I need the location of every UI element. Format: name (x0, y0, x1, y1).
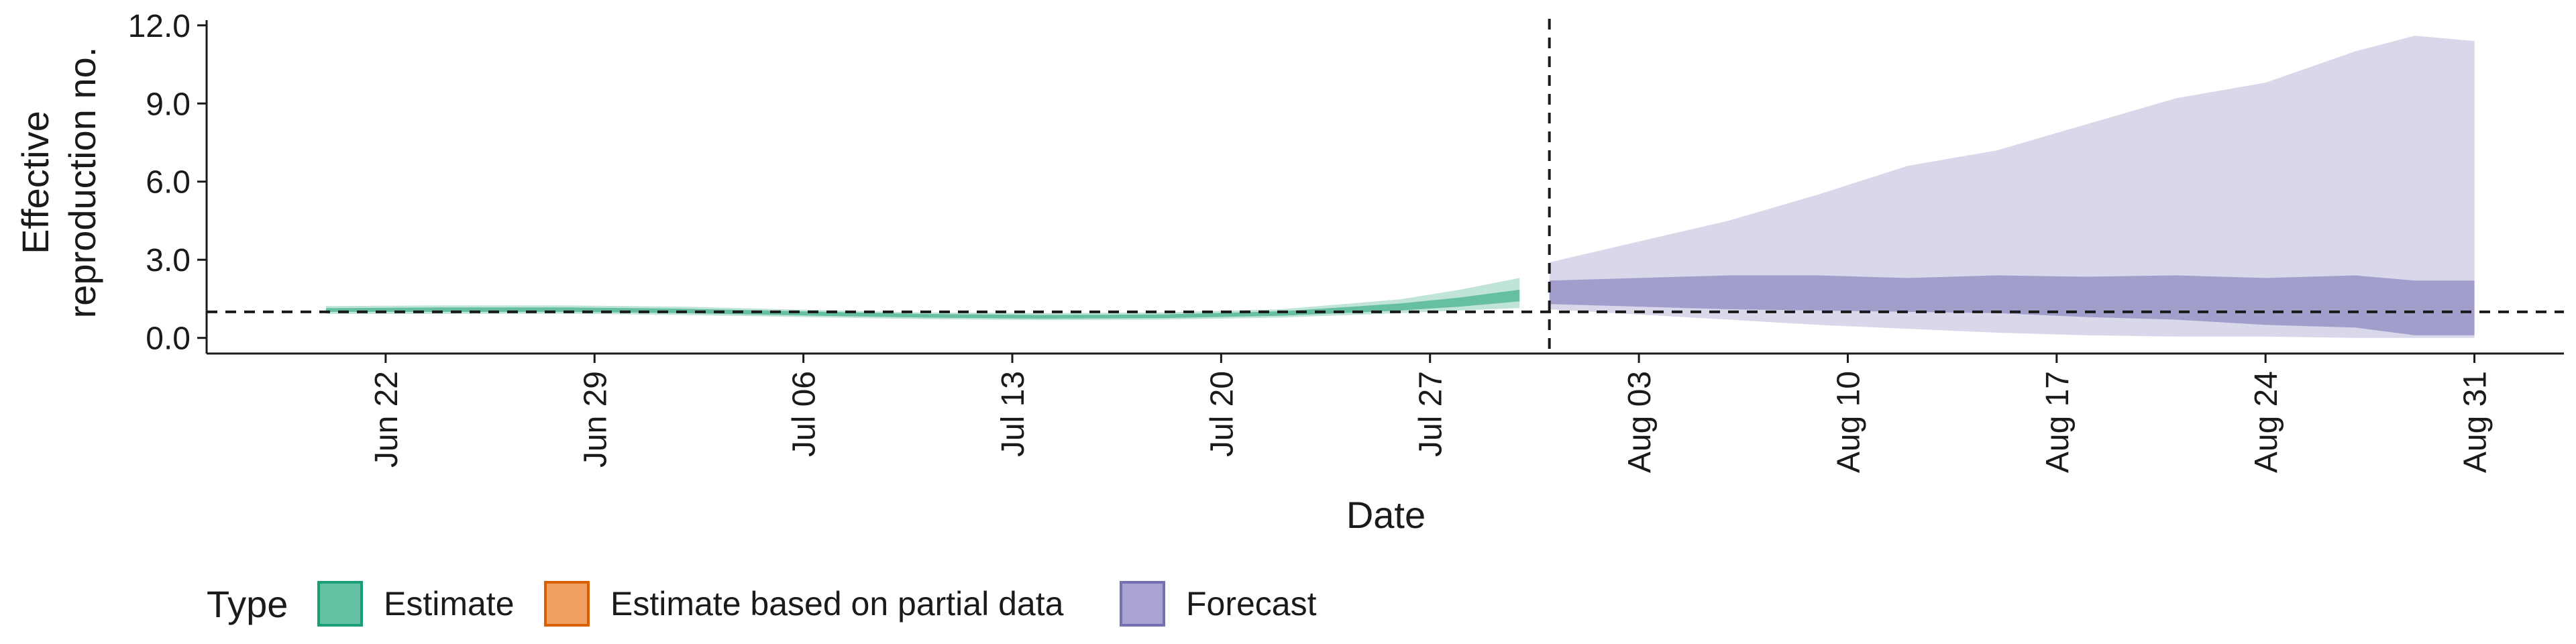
x-tick-label: Jun 22 (369, 371, 405, 468)
x-tick-label: Aug 17 (2040, 371, 2076, 473)
y-axis-title-line-1: Effective (14, 111, 56, 254)
y-tick-label: 3.0 (146, 243, 191, 278)
legend-title: Type (207, 583, 288, 625)
y-axis-title-line-2: reproduction no. (61, 47, 103, 319)
x-tick-label: Jul 06 (787, 371, 822, 457)
axes-layer (205, 20, 2564, 355)
x-ticks-layer: Jun 22 Jun 29 Jul 06 Jul 13 Jul 20 Jul 27 Aug … (369, 354, 2493, 473)
forecast-outer-band (1549, 36, 2475, 338)
x-tick-label: Aug 03 (1622, 371, 1658, 473)
x-tick-label: Jun 29 (578, 371, 613, 468)
x-tick-label: Aug 24 (2249, 371, 2284, 473)
y-tick-label: 6.0 (146, 165, 191, 201)
x-tick-label: Jul 13 (996, 371, 1031, 457)
legend-label-partial: Estimate based on partial data (610, 585, 1064, 623)
x-tick-label: Aug 31 (2458, 371, 2493, 473)
legend: Type Estimate Estimate based on partial … (207, 581, 1317, 627)
legend-label-estimate: Estimate (384, 585, 515, 623)
y-tick-label: 0.0 (146, 321, 191, 357)
ribbons-layer (325, 36, 2475, 338)
legend-key-estimate (317, 581, 363, 627)
legend-label-forecast: Forecast (1186, 585, 1317, 623)
y-tick-label: 12.0 (128, 9, 191, 44)
forecast-inner-band (1549, 275, 2475, 335)
x-tick-label: Jul 27 (1413, 371, 1449, 457)
x-tick-label: Jul 20 (1204, 371, 1240, 457)
legend-key-partial (544, 581, 590, 627)
y-ticks-layer: 0.0 3.0 6.0 9.0 12.0 (128, 9, 207, 357)
x-tick-label: Aug 10 (1831, 371, 1867, 473)
legend-key-forecast (1120, 581, 1165, 627)
y-tick-label: 9.0 (146, 87, 191, 122)
estimate-outer-band (325, 278, 1520, 321)
x-axis-title: Date (1346, 494, 1426, 536)
